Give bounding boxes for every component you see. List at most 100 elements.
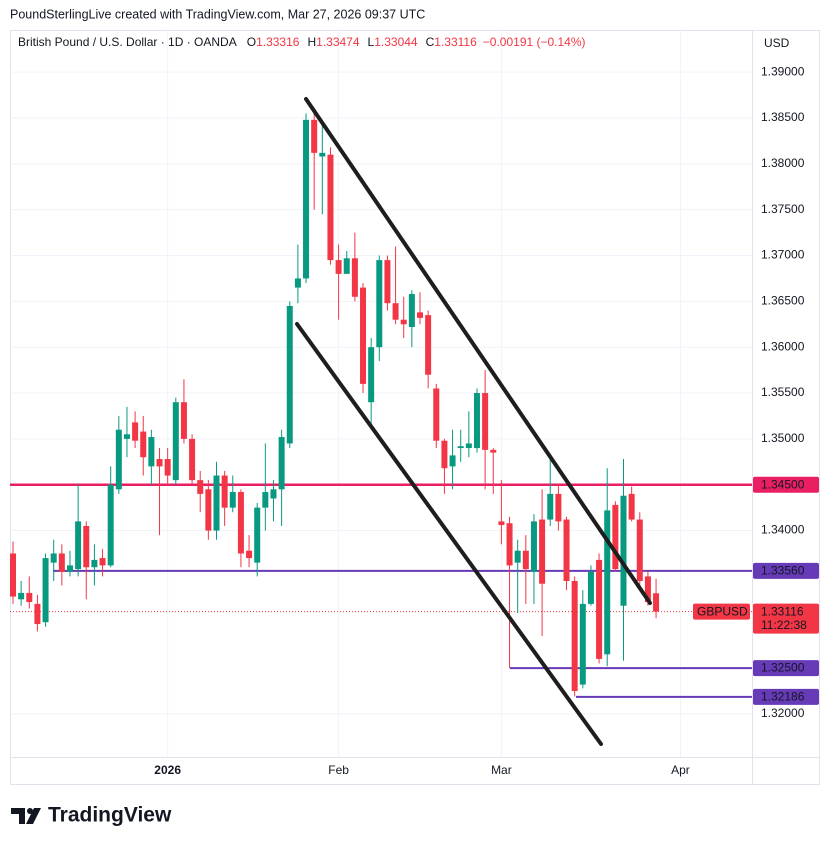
candle-body bbox=[604, 510, 611, 655]
candle-body bbox=[425, 315, 432, 375]
candle-body bbox=[449, 455, 456, 467]
currency[interactable]: USD bbox=[764, 36, 790, 50]
legend-value: 1.33474 bbox=[316, 35, 360, 49]
y-tick-label: 1.36000 bbox=[761, 339, 805, 353]
candle-body bbox=[327, 154, 334, 261]
candle-body bbox=[628, 493, 635, 520]
x-tick-label: Mar bbox=[491, 763, 512, 777]
candle-body bbox=[123, 434, 130, 439]
candle-body bbox=[75, 521, 82, 570]
level-label: 1.32500 bbox=[761, 661, 805, 675]
grid bbox=[10, 30, 752, 757]
candle-body bbox=[653, 593, 660, 612]
candle-body bbox=[514, 550, 521, 563]
legend-key: C bbox=[426, 35, 435, 49]
candle-body bbox=[132, 422, 139, 441]
candle-body bbox=[596, 559, 603, 659]
countdown: 11:22:38 bbox=[761, 618, 807, 632]
candle-body bbox=[498, 521, 505, 526]
trend-line-lower bbox=[295, 322, 603, 746]
candle-body bbox=[522, 550, 529, 570]
candle-body bbox=[189, 438, 196, 481]
candle-body bbox=[539, 519, 546, 584]
symbol-box bbox=[693, 603, 750, 620]
candle-body bbox=[148, 437, 155, 467]
level-label-box bbox=[753, 688, 819, 705]
candle-body bbox=[376, 260, 383, 348]
candle-body bbox=[246, 550, 253, 559]
candle-body bbox=[351, 258, 358, 297]
level-label-box bbox=[753, 660, 819, 677]
candle-body bbox=[58, 553, 65, 572]
candle-body bbox=[612, 504, 619, 570]
candle-body bbox=[107, 484, 114, 566]
candle-body bbox=[164, 459, 171, 476]
legend-value: 1.33116 bbox=[434, 35, 477, 49]
candle-body bbox=[221, 475, 228, 508]
last-price-label: 1.33116 bbox=[761, 604, 804, 618]
candle-body bbox=[465, 443, 472, 449]
candle-body bbox=[197, 480, 204, 494]
candles bbox=[10, 113, 660, 697]
candle-body bbox=[66, 565, 73, 572]
candle-body bbox=[294, 278, 301, 288]
candle-body bbox=[392, 303, 399, 320]
y-tick-label: 1.37500 bbox=[761, 202, 805, 216]
candle-body bbox=[270, 489, 277, 499]
candle-body bbox=[571, 580, 578, 691]
candle-body bbox=[34, 603, 41, 625]
candle-body bbox=[213, 475, 220, 531]
currency-box[interactable] bbox=[757, 32, 819, 56]
legend: British Pound / U.S. Dollar · 1D · OANDA… bbox=[18, 35, 586, 49]
candle-body bbox=[579, 603, 586, 685]
candle-body bbox=[83, 525, 90, 568]
candle-body bbox=[172, 402, 179, 481]
legend-change: −0.00191 (−0.14%) bbox=[483, 35, 586, 49]
x-tick-label: Feb bbox=[328, 763, 349, 777]
brand-logo bbox=[11, 808, 41, 824]
candle-body bbox=[644, 576, 651, 603]
candle-body bbox=[156, 459, 163, 467]
y-tick-label: 1.37000 bbox=[761, 248, 805, 262]
levels bbox=[10, 483, 752, 698]
legend-key: O bbox=[247, 35, 256, 49]
last-price-box bbox=[753, 603, 819, 634]
y-tick-label: 1.35000 bbox=[761, 431, 805, 445]
candle-body bbox=[473, 393, 480, 449]
y-tick-label: 1.34000 bbox=[761, 523, 805, 537]
candle-body bbox=[18, 592, 25, 600]
candle-body bbox=[99, 558, 106, 566]
candle-body bbox=[205, 489, 212, 531]
candle-body bbox=[229, 492, 236, 508]
candle-body bbox=[368, 347, 375, 403]
candle-body bbox=[237, 492, 244, 554]
candle-body bbox=[360, 287, 367, 384]
candle-body bbox=[417, 312, 423, 318]
y-tick-label: 1.36500 bbox=[761, 294, 805, 308]
candle-body bbox=[319, 152, 326, 157]
level-label-box bbox=[753, 476, 819, 493]
candle-body bbox=[408, 294, 415, 328]
x-tick-label: Apr bbox=[671, 763, 690, 777]
candle-body bbox=[636, 519, 643, 581]
candle-body bbox=[482, 393, 489, 450]
candle-body bbox=[506, 523, 513, 566]
candle-body bbox=[286, 305, 293, 444]
level-label-box bbox=[753, 562, 819, 579]
candle-body bbox=[555, 493, 562, 522]
candle-body bbox=[262, 492, 269, 508]
candle-body bbox=[620, 495, 627, 606]
candle-body bbox=[91, 559, 98, 568]
chart-frame bbox=[10, 30, 820, 785]
candle-body bbox=[10, 553, 16, 597]
level-label: 1.32186 bbox=[761, 690, 805, 704]
candle-body bbox=[26, 592, 33, 603]
candle-body bbox=[400, 319, 407, 325]
x-tick-label: 2026 bbox=[154, 763, 181, 777]
candle-body bbox=[343, 258, 350, 274]
candle-body bbox=[563, 519, 570, 581]
candle-body bbox=[42, 558, 49, 623]
brand: TradingView bbox=[48, 804, 172, 827]
candle-body bbox=[384, 260, 391, 304]
